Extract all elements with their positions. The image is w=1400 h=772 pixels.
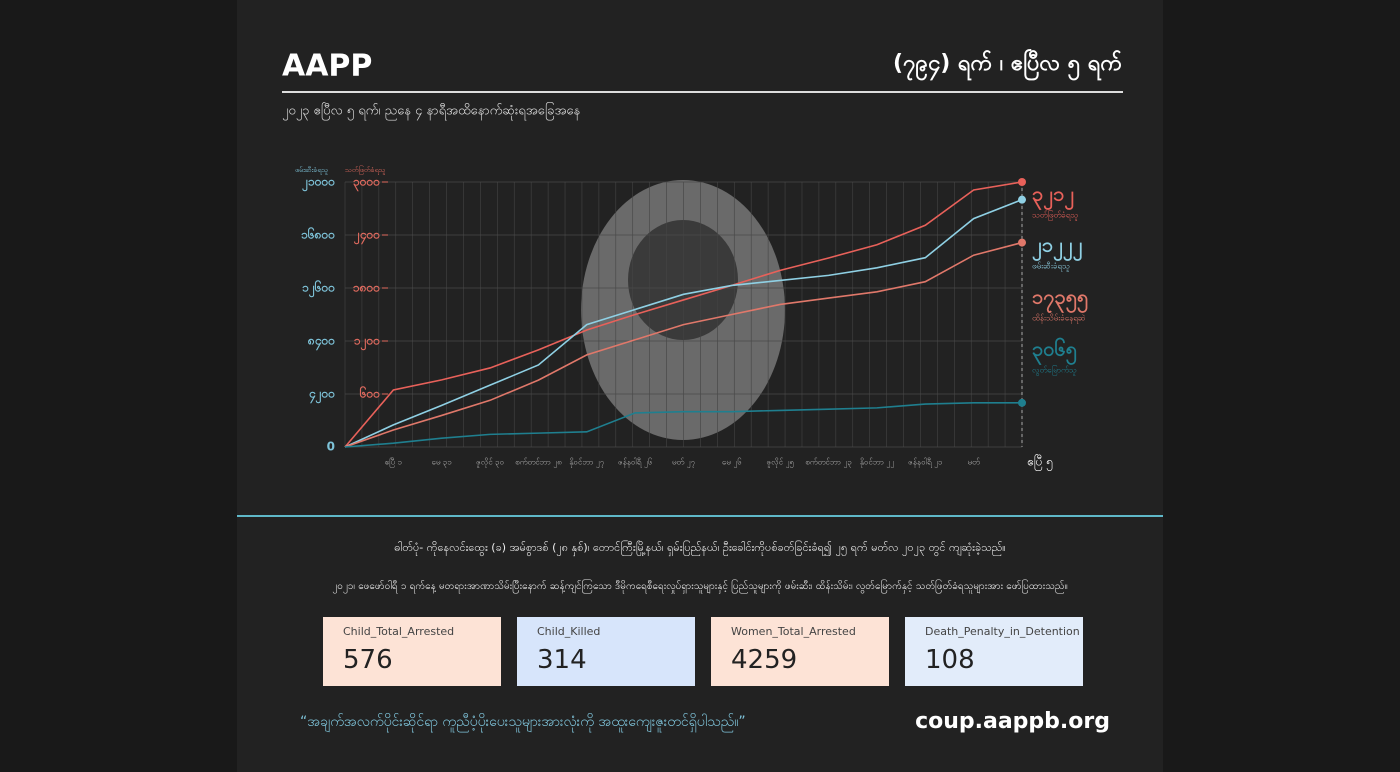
card-label: Women_Total_Arrested: [731, 625, 856, 638]
card-label: Child_Killed: [537, 625, 601, 638]
legend-label: လွတ်မြောက်သူ: [1032, 365, 1077, 377]
stat-card: Child_Total_Arrested 576: [323, 617, 501, 686]
caption: ဓါတ်ပုံ- ကိုနေလင်းထွေး (ခ) အမ်စွာဒစ် (၂၈…: [394, 540, 1006, 556]
card-label: Child_Total_Arrested: [343, 625, 455, 638]
legend-label: ဖမ်းဆီးခံရသူ: [1032, 261, 1070, 273]
url[interactable]: coup.aappb.org: [915, 709, 1110, 734]
series-line: [344, 198, 1023, 448]
x-tick-label: ဧပြီ ၅: [1027, 454, 1053, 472]
caption: ၂၀၂၁၊ ဖေဖော်ဝါရီ ၁ ရက်နေ့ မတရားအာဏာသိမ်း…: [332, 578, 1067, 594]
thanks: “အချက်အလက်ပိုင်းဆိုင်ရာ ကူညီပံ့ပိုးပေးသူ…: [300, 714, 746, 732]
y2-axis-label: သတ်ဖြတ်ခံရသူ: [345, 165, 386, 175]
x-tick-label: ဧပြီ ၁: [385, 457, 402, 469]
x-tick-label: ဇန်နဝါရီ ၂၁: [908, 457, 942, 469]
x-tick-label: ဇူလိုင် ၂၅: [766, 457, 794, 469]
y2-tick-label: ၁၂၀၀: [354, 334, 380, 352]
end-dot: [1018, 195, 1026, 204]
legend-label: သတ်ဖြတ်ခံရသူ: [1032, 210, 1078, 222]
end-dot: [1018, 398, 1026, 407]
x-tick-label: စက်တင်ဘာ ၂၃: [805, 457, 852, 469]
x-tick-label: မေ ၃၁: [431, 458, 451, 469]
y2-tick-label: ၁၈၀၀: [353, 281, 380, 295]
y2-tick-label: ၆၀၀: [359, 385, 381, 401]
card-value: 4259: [731, 645, 798, 675]
end-dot: [1018, 238, 1026, 247]
legend-label: ထိန်းသိမ်းခံနေရဆဲ: [1032, 313, 1086, 325]
y2-tick-label: ၂၄၀၀: [353, 228, 380, 246]
card-value: 108: [925, 645, 975, 675]
y2-tick-label: ၃၀၀၀: [353, 175, 380, 193]
day-count: (၇၉၄) ရက် ၊ ဧပြီလ ၅ ရက်: [893, 48, 1122, 81]
x-tick-label: နိုဝင်ဘာ ၂၂: [860, 457, 895, 469]
stat-card: Death_Penalty_in_Detention 108: [905, 617, 1083, 686]
card-value: 314: [537, 645, 587, 675]
y-tick-label: ၈၄၀၀: [307, 334, 335, 352]
series-line: [344, 241, 1023, 448]
x-tick-label: ဇန်နဝါရီ ၂၆: [618, 457, 652, 469]
series-line: [344, 402, 1022, 448]
card-value: 576: [343, 645, 393, 675]
y-tick-label: ၁၆၈၀၀: [301, 226, 335, 242]
x-tick-label: မတ်: [967, 457, 979, 467]
subtitle: ၂၀၂၃ ဧပြီလ ၅ ရက်၊ ညနေ ၄ နာရီအထိနောက်ဆုံး…: [282, 102, 580, 121]
x-tick-label: မတ် ၂၇: [672, 457, 695, 469]
card-label: Death_Penalty_in_Detention: [925, 625, 1080, 638]
y-tick-label: ၄၂၀၀: [308, 387, 335, 405]
y-tick-label: ၁၂၆၀၀: [302, 279, 335, 299]
x-tick-label: နိုဝင်ဘာ ၂၇: [569, 457, 604, 469]
x-tick-label: စက်တင်ဘာ ၂၈: [515, 457, 562, 469]
portrait-face: [628, 220, 738, 340]
stat-card: Women_Total_Arrested 4259: [711, 617, 889, 686]
series-line: [344, 181, 1023, 448]
x-tick-label: ဇူလိုင် ၃၀: [476, 457, 504, 469]
y-tick-label: 0: [327, 440, 335, 454]
y-axis-label: ဖမ်းဆီးခံရသူ: [295, 166, 328, 175]
y-tick-label: ၂၁၀၀၀: [301, 175, 335, 193]
stat-card: Child_Killed 314: [517, 617, 695, 686]
x-tick-label: မေ ၂၆: [722, 457, 742, 469]
logo: AAPP: [282, 49, 372, 84]
end-dot: [1018, 178, 1026, 186]
